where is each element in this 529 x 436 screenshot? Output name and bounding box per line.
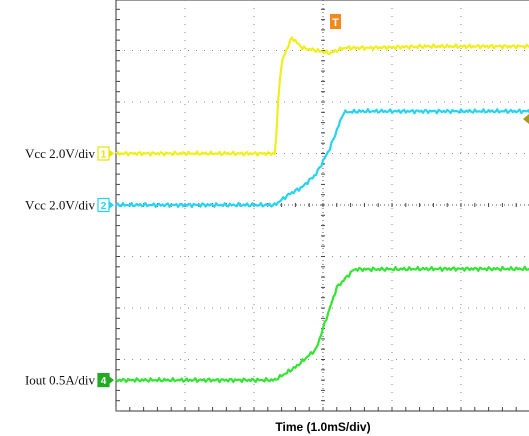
channel-label-ch4: Iout 0.5A/div xyxy=(25,373,96,388)
trace-ch1 xyxy=(115,36,529,157)
traces xyxy=(115,36,529,384)
marker-number-ch2: 2 xyxy=(101,201,107,212)
marker-ch2: 2 xyxy=(97,197,114,213)
channel-label-ch2: Vcc 2.0V/div xyxy=(25,198,96,213)
channel-label-ch1: Vcc 2.0V/div xyxy=(25,146,96,161)
trace-ch4 xyxy=(115,265,529,384)
ch1-right-offscreen-marker xyxy=(523,114,529,124)
trigger-marker-box xyxy=(330,14,341,29)
x-axis-label: Time (1.0mS/div) xyxy=(275,420,370,434)
trigger-marker-letter: T xyxy=(332,17,339,29)
marker-pointer-ch4 xyxy=(109,376,114,385)
marker-pointer-ch2 xyxy=(109,201,114,209)
marker-number-ch1: 1 xyxy=(101,150,107,161)
trigger-marker: T xyxy=(330,14,341,29)
marker-ch1: 1 xyxy=(97,146,114,161)
channel-labels: Vcc 2.0V/div Vcc 2.0V/div Iout 0.5A/div xyxy=(25,146,96,388)
marker-ch4: 4 xyxy=(97,373,114,388)
marker-pointer-ch1 xyxy=(109,149,114,158)
trace-ch2 xyxy=(115,108,529,209)
marker-number-ch4: 4 xyxy=(101,376,107,387)
channel-markers: 1 2 4 xyxy=(97,146,114,388)
